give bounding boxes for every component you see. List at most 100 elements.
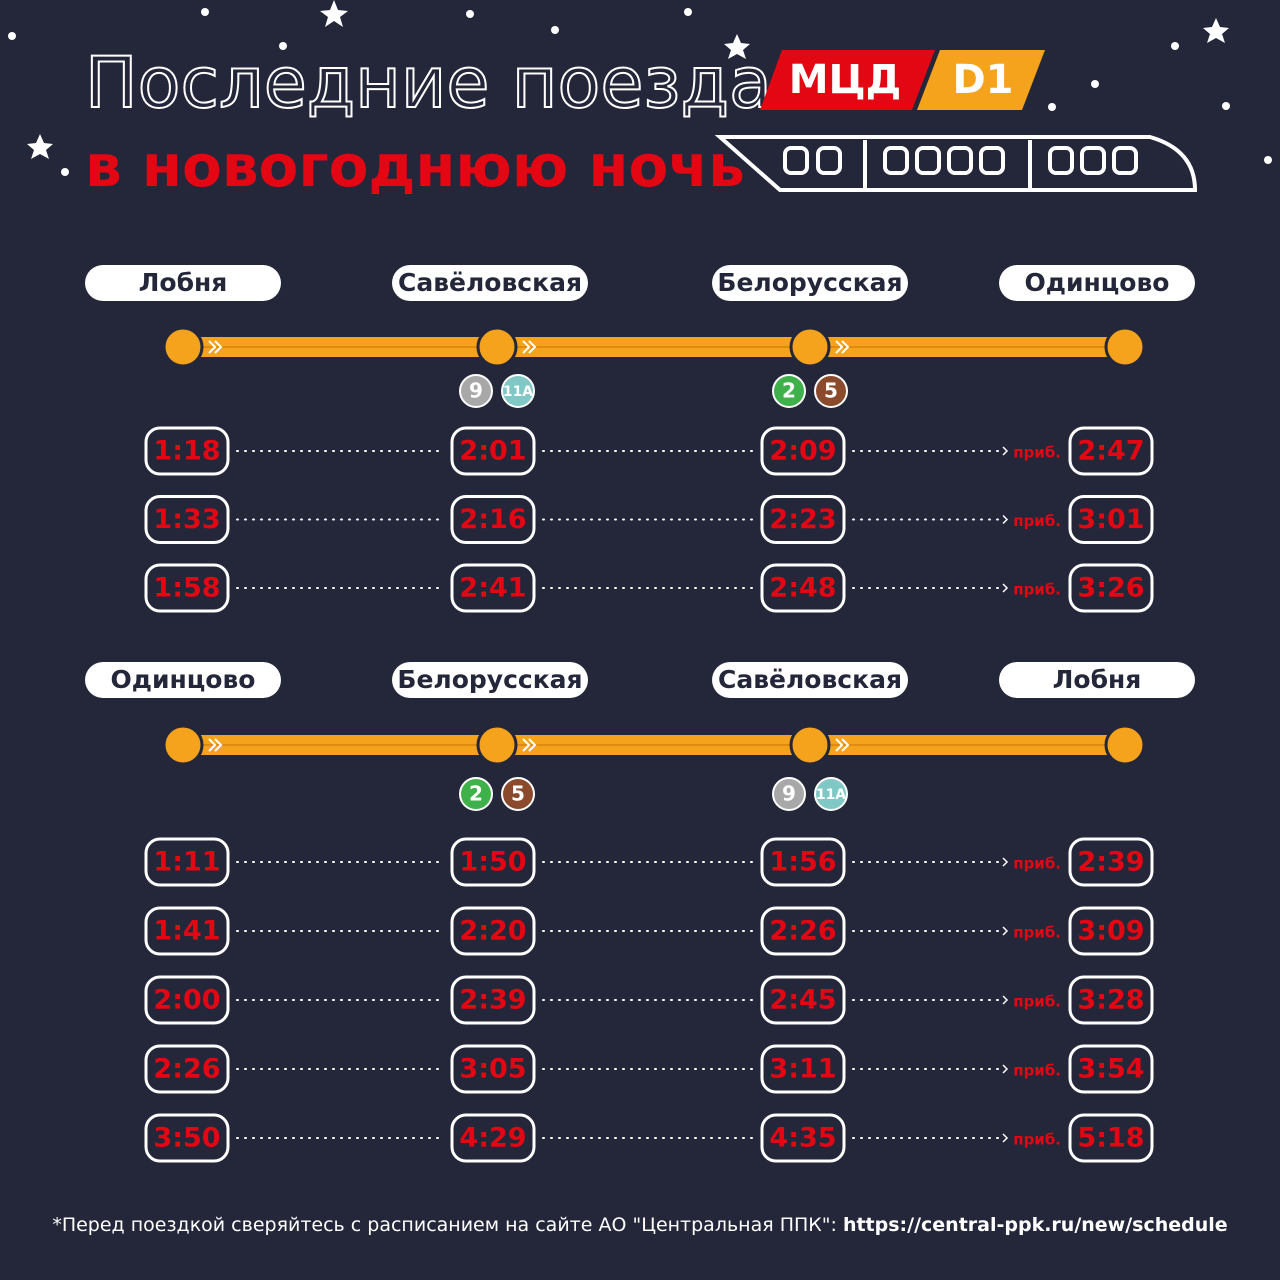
- arrival-label: приб.: [1013, 924, 1061, 942]
- time: 2:23: [769, 504, 836, 535]
- logo-brand: МЦД: [789, 57, 902, 103]
- station-dot: [162, 724, 204, 766]
- transfer-badge: [459, 374, 493, 408]
- station-name: Лобня: [139, 268, 228, 297]
- transfer-label: 5: [824, 379, 838, 403]
- time: 1:56: [769, 847, 836, 878]
- time-box: [450, 975, 536, 1025]
- time-box: [144, 563, 230, 613]
- time-box: [450, 906, 536, 956]
- arrow: [1002, 995, 1009, 1005]
- time-box: [450, 426, 536, 476]
- time: 1:41: [153, 916, 220, 947]
- station-name: Белорусская: [717, 268, 902, 297]
- transfer-label: 2: [469, 782, 483, 806]
- time-box: [1068, 975, 1154, 1025]
- transfer-label: 11А: [503, 384, 533, 400]
- time-box: [760, 563, 846, 613]
- time-box: [1068, 426, 1154, 476]
- station-name: Одинцово: [111, 665, 256, 694]
- time-box: [144, 426, 230, 476]
- direction-chevron: [208, 738, 223, 752]
- arrival-label: приб.: [1013, 993, 1061, 1011]
- time: 3:54: [1077, 1054, 1144, 1085]
- transfer-label: 5: [511, 782, 525, 806]
- arrow: [1002, 583, 1009, 593]
- arrow: [1002, 446, 1009, 456]
- transfer-badge: [814, 777, 848, 811]
- time: 2:01: [459, 436, 526, 467]
- station-pill: [712, 662, 908, 698]
- direction-chevron: [208, 340, 223, 354]
- arrival-label: приб.: [1013, 855, 1061, 873]
- time: 2:00: [153, 985, 220, 1016]
- time: 2:39: [459, 985, 526, 1016]
- arrival-label: приб.: [1013, 1062, 1061, 1080]
- logo-brand-bg: [760, 50, 935, 110]
- time-box: [1068, 1044, 1154, 1094]
- time-box: [144, 837, 230, 887]
- transfer-badge: [459, 777, 493, 811]
- arrival-label: приб.: [1013, 581, 1061, 599]
- time-box: [760, 837, 846, 887]
- time: 4:35: [769, 1123, 836, 1154]
- station-pill: [999, 265, 1195, 301]
- station-dot: [789, 724, 831, 766]
- time: 5:18: [1077, 1123, 1144, 1154]
- time-box: [1068, 837, 1154, 887]
- time-box: [144, 975, 230, 1025]
- footer-link[interactable]: https://central-ppk.ru/new/schedule: [843, 1214, 1228, 1236]
- station-dot: [162, 326, 204, 368]
- time-box: [1068, 1113, 1154, 1163]
- time-box: [760, 1113, 846, 1163]
- time-box: [144, 906, 230, 956]
- title-line2: в новогоднюю ночь: [85, 132, 745, 200]
- transfer-badge: [501, 374, 535, 408]
- time: 3:50: [153, 1123, 220, 1154]
- time: 2:09: [769, 436, 836, 467]
- station-pill: [392, 265, 588, 301]
- stars: [8, 0, 1272, 176]
- time: 3:05: [459, 1054, 526, 1085]
- arrival-label: приб.: [1013, 512, 1061, 530]
- station-pill: [85, 265, 281, 301]
- station-pill: [999, 662, 1195, 698]
- time: 1:11: [153, 847, 220, 878]
- arrow: [1002, 926, 1009, 936]
- time-box: [144, 495, 230, 544]
- station-pill: [85, 662, 281, 698]
- train-icon: [714, 135, 1198, 192]
- time: 2:26: [769, 916, 836, 947]
- arrival-label: приб.: [1013, 1131, 1061, 1149]
- time-box: [1068, 906, 1154, 956]
- transfer-label: 9: [782, 782, 796, 806]
- logo-line-bg: [917, 50, 1045, 110]
- station-dot: [789, 326, 831, 368]
- transfer-badge: [772, 374, 806, 408]
- time-box: [450, 1113, 536, 1163]
- time-box: [450, 495, 536, 544]
- time: 1:33: [153, 504, 220, 535]
- arrow: [1002, 1133, 1009, 1143]
- time: 2:16: [459, 504, 526, 535]
- time: 3:01: [1077, 504, 1144, 535]
- station-name: Савёловская: [398, 268, 582, 297]
- time: 3:28: [1077, 985, 1144, 1016]
- time-box: [1068, 563, 1154, 613]
- time: 2:26: [153, 1054, 220, 1085]
- logo-line: D1: [952, 57, 1013, 103]
- time: 2:41: [459, 573, 526, 604]
- time-box: [450, 837, 536, 887]
- transfer-badge: [501, 777, 535, 811]
- footer-note: *Перед поездкой сверяйтесь с расписанием…: [52, 1214, 843, 1236]
- transfer-badge: [772, 777, 806, 811]
- station-dot: [1104, 326, 1146, 368]
- time-box: [760, 495, 846, 544]
- time-box: [760, 975, 846, 1025]
- transfer-label: 9: [469, 379, 483, 403]
- time: 2:39: [1077, 847, 1144, 878]
- time-box: [450, 563, 536, 613]
- time: 1:50: [459, 847, 526, 878]
